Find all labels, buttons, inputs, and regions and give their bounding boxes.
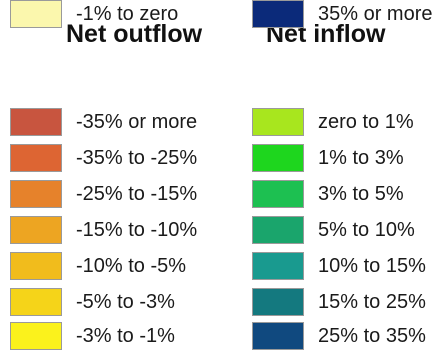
legend-entry-label: 10% to 15% <box>318 255 426 277</box>
color-swatch <box>252 144 304 172</box>
legend-entry-label: -3% to -1% <box>76 325 175 347</box>
color-swatch <box>10 0 62 28</box>
legend-entry-label: zero to 1% <box>318 111 414 133</box>
legend-entry-label: -35% to -25% <box>76 147 198 169</box>
legend-entry: -10% to -5% <box>10 252 210 282</box>
legend-entry: 10% to 15% <box>252 252 446 282</box>
legend-entry-label: -10% to -5% <box>76 255 187 277</box>
net-outflow-heading: Net outflow <box>66 20 203 48</box>
color-swatch <box>10 288 62 316</box>
color-swatch <box>252 288 304 316</box>
legend-entry-label: -1% to zero <box>76 3 179 25</box>
color-swatch <box>10 216 62 244</box>
legend-entry: 15% to 25% <box>252 288 446 318</box>
net-outflow-column: Net outflow -35% or more -35% to -25% -2… <box>10 0 230 352</box>
legend-entry: 1% to 3% <box>252 144 446 174</box>
color-swatch <box>252 0 304 28</box>
legend-entry-label: 25% to 35% <box>318 325 426 347</box>
legend-entry: 5% to 10% <box>252 216 446 246</box>
legend-entry: -5% to -3% <box>10 288 210 318</box>
legend-entry: -3% to -1% <box>10 322 210 352</box>
legend-entry-label: -35% or more <box>76 111 198 133</box>
color-swatch <box>252 322 304 350</box>
color-swatch <box>10 252 62 280</box>
legend-entry: -1% to zero <box>10 0 210 30</box>
legend-entry: 3% to 5% <box>252 180 446 210</box>
net-inflow-column: Net inflow zero to 1% 1% to 3% 3% to 5% … <box>252 0 446 352</box>
color-swatch <box>252 108 304 136</box>
legend-entry: -35% or more <box>10 108 210 138</box>
legend-entry-label: 35% or more <box>318 3 433 25</box>
color-swatch <box>10 180 62 208</box>
legend-entry: zero to 1% <box>252 108 446 138</box>
legend-entry: 25% to 35% <box>252 322 446 352</box>
legend-entry-label: -5% to -3% <box>76 291 175 313</box>
color-swatch <box>252 180 304 208</box>
color-swatch <box>252 216 304 244</box>
legend-entry-label: 3% to 5% <box>318 183 404 205</box>
legend-entry: -35% to -25% <box>10 144 210 174</box>
legend-entry-label: -15% to -10% <box>76 219 198 241</box>
legend-entry-label: 5% to 10% <box>318 219 415 241</box>
legend-entry-label: -25% to -15% <box>76 183 198 205</box>
color-swatch <box>252 252 304 280</box>
legend-entry-label: 15% to 25% <box>318 291 426 313</box>
legend-entry: -15% to -10% <box>10 216 210 246</box>
legend-entry-label: 1% to 3% <box>318 147 404 169</box>
legend-entry: -25% to -15% <box>10 180 210 210</box>
legend-entry: 35% or more <box>252 0 446 30</box>
color-swatch <box>10 144 62 172</box>
color-swatch <box>10 108 62 136</box>
color-swatch <box>10 322 62 350</box>
